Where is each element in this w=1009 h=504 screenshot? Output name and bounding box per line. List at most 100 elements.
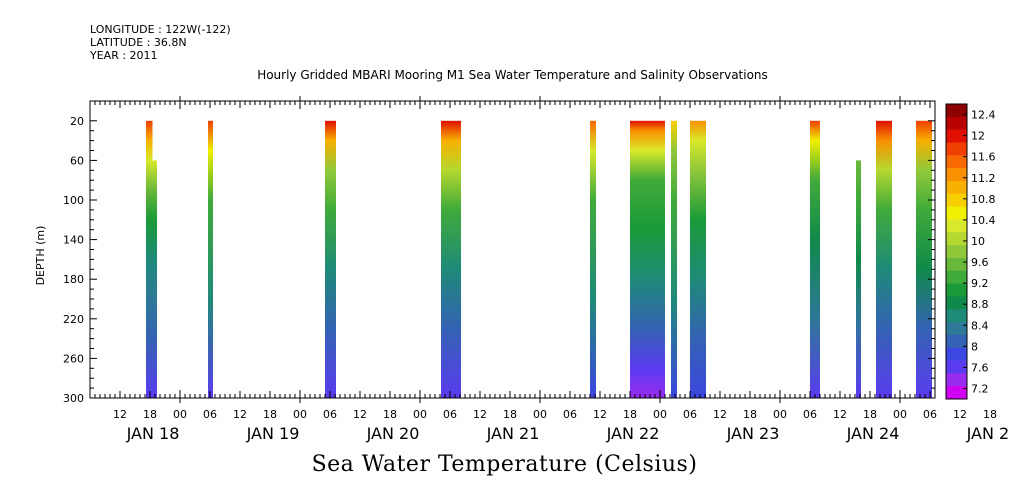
colorbar-label: 7.6 [971, 361, 989, 374]
colorbar-swatch [946, 155, 967, 169]
colorbar-swatch [946, 373, 967, 387]
colorbar-swatch [946, 193, 967, 207]
colorbar-frame [945, 103, 968, 400]
y-tick-label: 260 [63, 352, 84, 365]
data-strip-0 [146, 120, 153, 399]
colorbar-swatch [946, 386, 967, 400]
colorbar-swatch [946, 322, 967, 336]
colorbar-swatch [946, 309, 967, 323]
y-tick-label: 60 [70, 154, 84, 167]
data-strip-3 [325, 120, 336, 399]
colorbar-swatch [946, 206, 967, 220]
x-hour-label: 18 [503, 408, 517, 421]
latitude-label: LATITUDE : 36.8N [90, 36, 187, 49]
plot-frame [89, 100, 936, 399]
y-tick-label: 100 [63, 194, 84, 207]
x-day-label: JAN 24 [846, 424, 900, 443]
x-hour-label: 00 [533, 408, 547, 421]
x-hour-label: 12 [713, 408, 727, 421]
axes-layer: 12 18 00 06 12 18 00 06 12 18 00 06 12 18 00 06 12 18 00 06… [34, 96, 1009, 443]
colorbar-swatch [946, 116, 967, 130]
colorbar-swatch [946, 270, 967, 284]
x-day-label: JAN 20 [366, 424, 420, 443]
x-hour-label: 06 [803, 408, 817, 421]
colorbar-label: 10 [971, 235, 985, 248]
plot-title: Hourly Gridded MBARI Mooring M1 Sea Wate… [257, 68, 768, 82]
x-hour-label: 00 [293, 408, 307, 421]
colorbar-swatch [946, 104, 967, 118]
colorbar-swatch [946, 219, 967, 233]
y-tick-label: 180 [63, 273, 84, 286]
x-hour-label: 00 [413, 408, 427, 421]
colorbar-label: 8.4 [971, 319, 989, 332]
x-hour-label: 18 [143, 408, 157, 421]
colorbar-swatch [946, 142, 967, 156]
colorbar-label: 10.8 [971, 193, 996, 206]
colorbar-swatch [946, 257, 967, 272]
data-strip-11 [876, 120, 892, 399]
x-hour-label: 12 [473, 408, 487, 421]
x-hour-label: 00 [773, 408, 787, 421]
colorbar-swatch [946, 296, 967, 310]
x-hour-label: 06 [563, 408, 577, 421]
colorbar-swatch [946, 168, 967, 182]
y-tick-label: 20 [70, 115, 84, 128]
colorbar-swatch [946, 347, 967, 361]
colorbar-swatch [946, 129, 967, 143]
colorbar-label: 7.2 [971, 382, 989, 395]
data-strip-9 [810, 120, 820, 399]
x-hour-label: 06 [923, 408, 937, 421]
colorbar: 12.4 12 11.6 11.2 10.8 10.4 10 9.6 9.2 8.8 8.4 8 7.6… [945, 103, 996, 400]
x-hour-label: 12 [353, 408, 367, 421]
x-hour-label: 18 [263, 408, 277, 421]
x-hour-label: 18 [383, 408, 397, 421]
x-hour-label: 00 [653, 408, 667, 421]
data-strip-4 [441, 120, 461, 399]
y-tick-label: 300 [63, 392, 84, 405]
x-day-label: JAN 23 [726, 424, 780, 443]
x-day-label: JAN 22 [606, 424, 660, 443]
colorbar-label: 11.6 [971, 151, 996, 164]
x-hour-label: 06 [683, 408, 697, 421]
y-axis-label: DEPTH (m) [34, 226, 47, 286]
data-strip-12 [916, 120, 932, 399]
data-strip-2 [208, 120, 213, 399]
x-day-label: JAN 18 [126, 424, 180, 443]
x-day-label: JAN 21 [486, 424, 540, 443]
longitude-label: LONGITUDE : 122W(-122) [90, 23, 231, 36]
x-day-label: JAN 19 [246, 424, 300, 443]
bottom-caption: Sea Water Temperature (Celsius) [311, 452, 698, 477]
x-hour-label: 18 [983, 408, 997, 421]
colorbar-label: 10.4 [971, 214, 996, 227]
x-hour-label: 12 [593, 408, 607, 421]
x-hour-label: 12 [113, 408, 127, 421]
colorbar-label: 8 [971, 340, 978, 353]
x-hour-label: 12 [233, 408, 247, 421]
y-tick-label: 220 [63, 313, 84, 326]
x-hour-label: 18 [743, 408, 757, 421]
colorbar-label: 8.8 [971, 298, 989, 311]
x-hour-label: 12 [953, 408, 967, 421]
colorbar-swatch [946, 283, 967, 297]
x-hour-label: 06 [323, 408, 337, 421]
year-label: YEAR : 2011 [90, 49, 158, 62]
x-hour-label: 06 [443, 408, 457, 421]
data-strip-10 [856, 160, 861, 398]
colorbar-label: 12.4 [971, 109, 996, 122]
data-layer [146, 120, 932, 399]
colorbar-swatch [946, 360, 967, 374]
colorbar-swatch [946, 180, 967, 195]
data-strip-7 [671, 120, 677, 399]
data-strip-1 [152, 160, 157, 398]
colorbar-label: 12 [971, 130, 985, 143]
data-strip-6 [630, 120, 665, 399]
colorbar-swatch [946, 334, 967, 348]
y-tick-label: 140 [63, 234, 84, 247]
x-hour-label: 18 [863, 408, 877, 421]
x-hour-label: 06 [203, 408, 217, 421]
x-hour-label: 12 [833, 408, 847, 421]
x-hour-label: 18 [623, 408, 637, 421]
colorbar-swatch [946, 245, 967, 259]
